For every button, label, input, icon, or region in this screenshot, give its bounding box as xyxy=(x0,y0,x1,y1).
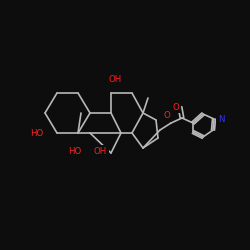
Text: N: N xyxy=(218,114,224,124)
Text: O: O xyxy=(164,112,170,120)
Text: OH: OH xyxy=(94,146,106,156)
Text: OH: OH xyxy=(108,76,122,84)
Text: HO: HO xyxy=(30,128,44,138)
Text: HO: HO xyxy=(68,146,82,156)
Text: O: O xyxy=(172,102,180,112)
